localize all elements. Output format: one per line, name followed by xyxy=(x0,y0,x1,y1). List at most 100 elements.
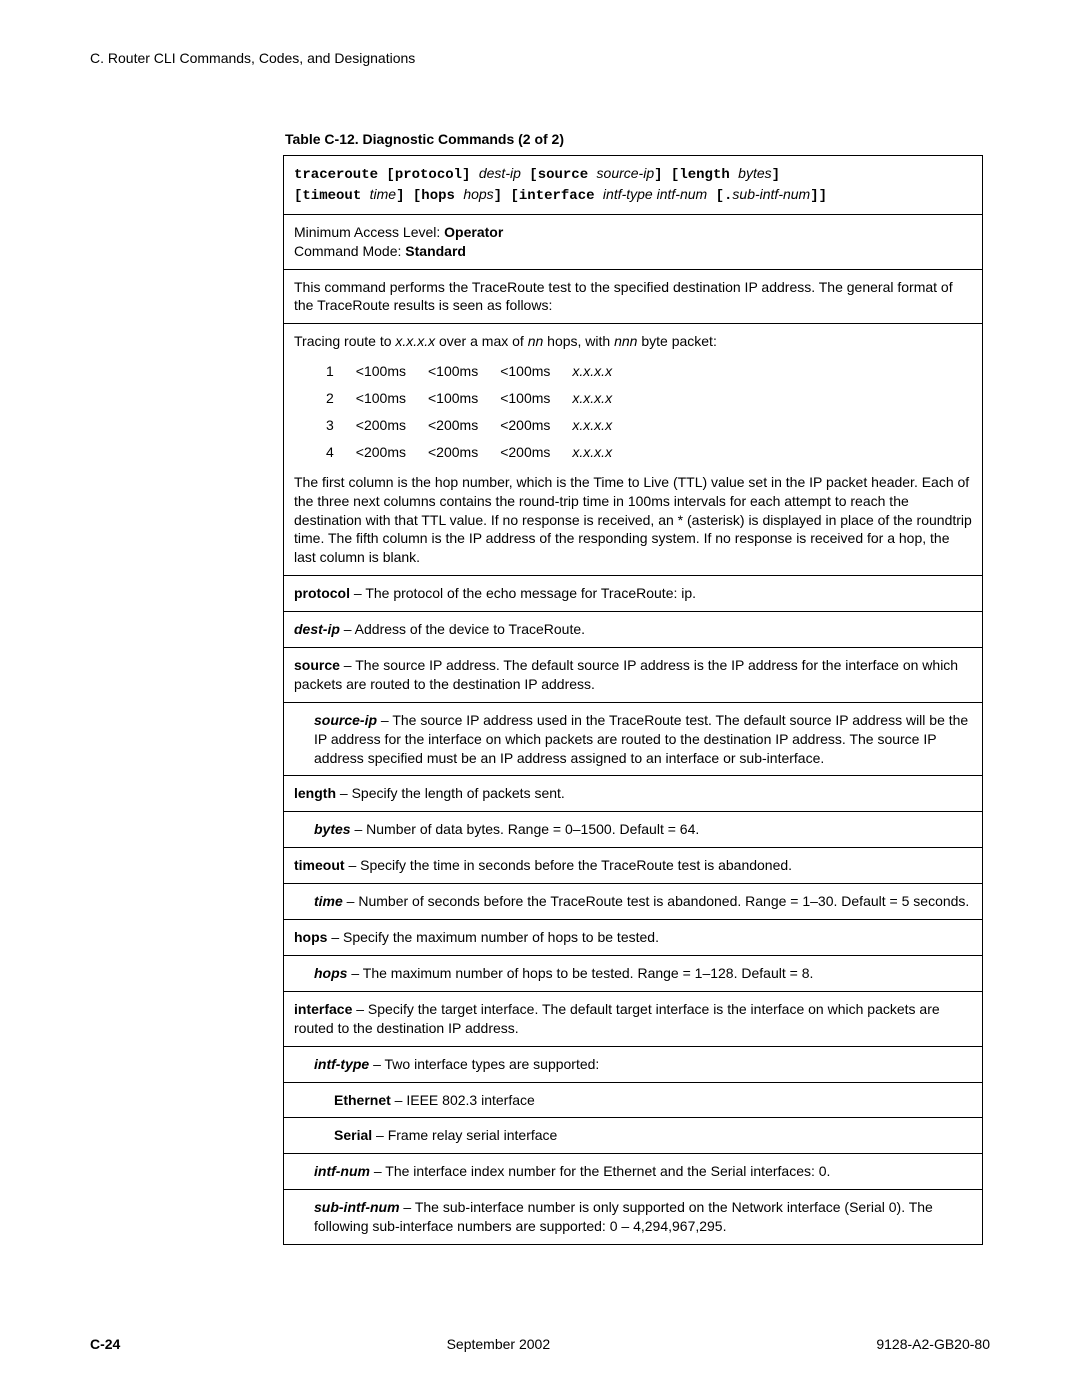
access-cell: Minimum Access Level: Operator Command M… xyxy=(284,214,983,269)
mode-label: Command Mode: xyxy=(294,243,405,259)
param-text: – The source IP address. The default sou… xyxy=(294,657,958,692)
syntax-token xyxy=(595,188,603,204)
param-key: time xyxy=(314,893,343,909)
syntax-token: bytes xyxy=(738,165,771,181)
param-key: hops xyxy=(294,929,327,945)
syntax-token: hops xyxy=(463,186,493,202)
param-text: – The maximum number of hops to be teste… xyxy=(347,965,813,981)
timeout-cell: timeout – Specify the time in seconds be… xyxy=(284,848,983,884)
interface-cell: interface – Specify the target interface… xyxy=(284,991,983,1046)
tracing-text: Tracing route to xyxy=(294,333,395,349)
trace-cell: <200ms xyxy=(490,413,560,438)
param-block: source-ip – The source IP address used i… xyxy=(294,711,972,768)
description-cell: This command performs the TraceRoute tes… xyxy=(284,269,983,324)
footer-date: September 2002 xyxy=(447,1336,551,1352)
param-text: – Specify the target interface. The defa… xyxy=(294,1001,940,1036)
trace-result-table: 1<100ms<100ms<100msx.x.x.x2<100ms<100ms<… xyxy=(314,357,624,467)
syntax-token: length xyxy=(679,167,729,183)
document-page: C. Router CLI Commands, Codes, and Desig… xyxy=(0,0,1080,1397)
tracing-text4: byte packet: xyxy=(637,333,716,349)
tracing-line: Tracing route to x.x.x.x over a max of n… xyxy=(294,332,972,351)
param-key: bytes xyxy=(314,821,351,837)
param-text: – Number of data bytes. Range = 0–1500. … xyxy=(351,821,700,837)
tracing-cell: Tracing route to x.x.x.x over a max of n… xyxy=(284,324,983,576)
param-text: – The source IP address used in the Trac… xyxy=(314,712,968,766)
param-block: bytes – Number of data bytes. Range = 0–… xyxy=(294,820,972,839)
syntax-token: time xyxy=(370,186,396,202)
param-text: – Frame relay serial interface xyxy=(372,1127,557,1143)
trace-cell: <200ms xyxy=(418,413,488,438)
param-text: – Specify the time in seconds before the… xyxy=(345,857,793,873)
trace-row: 2<100ms<100ms<100msx.x.x.x xyxy=(316,386,622,411)
param-text: – IEEE 802.3 interface xyxy=(391,1092,535,1108)
trace-ip-cell: x.x.x.x xyxy=(562,413,622,438)
param-block: Ethernet – IEEE 802.3 interface xyxy=(294,1091,972,1110)
param-key: length xyxy=(294,785,336,801)
serial-cell: Serial – Frame relay serial interface xyxy=(284,1118,983,1154)
param-block: hops – The maximum number of hops to be … xyxy=(294,964,972,983)
syntax-token xyxy=(361,188,369,204)
syntax-token: [ xyxy=(378,167,395,183)
syntax-token: ] [ xyxy=(494,188,519,204)
syntax-token: protocol xyxy=(395,167,462,183)
param-block: intf-type – Two interface types are supp… xyxy=(294,1055,972,1074)
trace-cell: <100ms xyxy=(346,359,416,384)
trace-cell: <100ms xyxy=(418,386,488,411)
tracing-text3: hops, with xyxy=(543,333,614,349)
param-block: intf-num – The interface index number fo… xyxy=(294,1162,972,1181)
command-table: traceroute [protocol] dest-ip [source so… xyxy=(283,155,983,1245)
trace-cell: <200ms xyxy=(490,440,560,465)
time-cell: time – Number of seconds before the Trac… xyxy=(284,884,983,920)
param-key: protocol xyxy=(294,585,350,601)
trace-cell: 3 xyxy=(316,413,344,438)
syntax-token: source-ip xyxy=(597,165,655,181)
access-value: Operator xyxy=(444,224,503,240)
trace-cell: <100ms xyxy=(490,386,560,411)
param-text: – Specify the length of packets sent. xyxy=(336,785,565,801)
syntax-token: hops xyxy=(421,188,455,204)
running-header: C. Router CLI Commands, Codes, and Desig… xyxy=(90,50,990,66)
syntax-token: ]] xyxy=(810,188,827,204)
access-label: Minimum Access Level: xyxy=(294,224,444,240)
destip-cell: dest-ip – Address of the device to Trace… xyxy=(284,612,983,648)
syntax-token: timeout xyxy=(302,188,361,204)
param-key: hops xyxy=(314,965,347,981)
desc-para-1: This command performs the TraceRoute tes… xyxy=(294,278,972,316)
param-text: – Specify the maximum number of hops to … xyxy=(327,929,659,945)
footer-docid: 9128-A2-GB20-80 xyxy=(876,1336,990,1352)
param-text: – Address of the device to TraceRoute. xyxy=(340,621,585,637)
page-footer: C-24 September 2002 9128-A2-GB20-80 xyxy=(90,1336,990,1352)
tracing-text2: over a max of xyxy=(435,333,528,349)
param-text: – The sub-interface number is only suppo… xyxy=(314,1199,933,1234)
param-key: interface xyxy=(294,1001,352,1017)
trace-cell: <100ms xyxy=(418,359,488,384)
trace-ip-cell: x.x.x.x xyxy=(562,386,622,411)
trace-ip-cell: x.x.x.x xyxy=(562,359,622,384)
mode-value: Standard xyxy=(405,243,466,259)
trace-row: 1<100ms<100ms<100msx.x.x.x xyxy=(316,359,622,384)
syntax-token: ] [ xyxy=(654,167,679,183)
param-text: – Number of seconds before the TraceRout… xyxy=(343,893,970,909)
syntax-token: ] xyxy=(462,167,479,183)
syntax-token: interface xyxy=(519,188,595,204)
tracing-nn: nn xyxy=(528,333,544,349)
table-caption: Table C-12. Diagnostic Commands (2 of 2) xyxy=(285,131,990,147)
protocol-cell: protocol – The protocol of the echo mess… xyxy=(284,576,983,612)
trace-row: 4<200ms<200ms<200msx.x.x.x xyxy=(316,440,622,465)
param-key: timeout xyxy=(294,857,345,873)
trace-ip-cell: x.x.x.x xyxy=(562,440,622,465)
trace-cell: <100ms xyxy=(490,359,560,384)
trace-row: 3<200ms<200ms<200msx.x.x.x xyxy=(316,413,622,438)
syntax-token: sub-intf-num xyxy=(732,186,810,202)
hops-cell: hops – Specify the maximum number of hop… xyxy=(284,920,983,956)
trace-cell: 1 xyxy=(316,359,344,384)
param-text: – The interface index number for the Eth… xyxy=(370,1163,830,1179)
syntax-cell: traceroute [protocol] dest-ip [source so… xyxy=(284,156,983,215)
param-key: source-ip xyxy=(314,712,377,728)
syntax-token: dest-ip xyxy=(479,165,521,181)
syntax-token: traceroute xyxy=(294,167,378,183)
syntax-token: source xyxy=(538,167,588,183)
syntax-token: intf-type intf-num xyxy=(603,186,707,202)
subintf-cell: sub-intf-num – The sub-interface number … xyxy=(284,1190,983,1245)
syntax-token: [ xyxy=(707,188,724,204)
